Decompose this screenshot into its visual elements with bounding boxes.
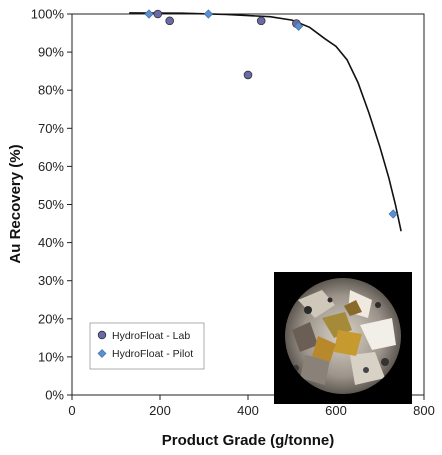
- y-tick-label: 30%: [38, 273, 64, 288]
- microscope-photo-icon: [274, 272, 412, 404]
- y-tick-label: 70%: [38, 121, 64, 136]
- data-point-pilot: [203, 9, 214, 19]
- y-tick-label: 20%: [38, 311, 64, 326]
- data-point-lab: [256, 16, 266, 26]
- y-tick-label: 100%: [31, 7, 65, 22]
- data-point-pilot: [144, 9, 154, 19]
- legend-label-pilot: HydroFloat - Pilot: [112, 348, 193, 360]
- y-tick-label: 0%: [45, 388, 64, 403]
- y-axis-ticks: 0% 10% 20% 30% 40% 50% 60% 70% 80% 90% 100%: [31, 7, 72, 403]
- legend: HydroFloat - Lab HydroFloat - Pilot: [89, 322, 205, 370]
- legend-box: [89, 322, 205, 370]
- y-tick-label: 80%: [38, 83, 64, 98]
- data-point-pilot: [388, 209, 398, 219]
- x-tick-label: 400: [237, 403, 259, 418]
- x-tick-label: 800: [413, 403, 435, 418]
- x-tick-label: 600: [325, 403, 347, 418]
- y-tick-label: 10%: [38, 349, 64, 364]
- y-tick-label: 60%: [38, 159, 64, 174]
- x-axis-ticks: 0 200 400 600 800: [68, 395, 435, 418]
- legend-marker-lab: [97, 330, 107, 340]
- data-point-lab: [153, 9, 163, 19]
- x-tick-label: 200: [149, 403, 171, 418]
- y-tick-label: 90%: [38, 45, 64, 60]
- legend-marker-pilot: [97, 349, 107, 358]
- data-markers: [144, 9, 398, 219]
- y-axis-title: Au Recovery (%): [7, 144, 24, 263]
- data-point-lab: [243, 70, 253, 80]
- x-axis-title: Product Grade (g/tonne): [162, 432, 335, 449]
- y-tick-label: 40%: [38, 235, 64, 250]
- x-tick-label: 0: [68, 403, 75, 418]
- trend-line: [129, 12, 402, 232]
- legend-label-lab: HydroFloat - Lab: [112, 330, 190, 342]
- data-point-pilot: [293, 21, 304, 31]
- data-point-lab: [165, 16, 174, 26]
- plot-area-frame: [71, 13, 425, 396]
- y-tick-label: 50%: [38, 197, 64, 212]
